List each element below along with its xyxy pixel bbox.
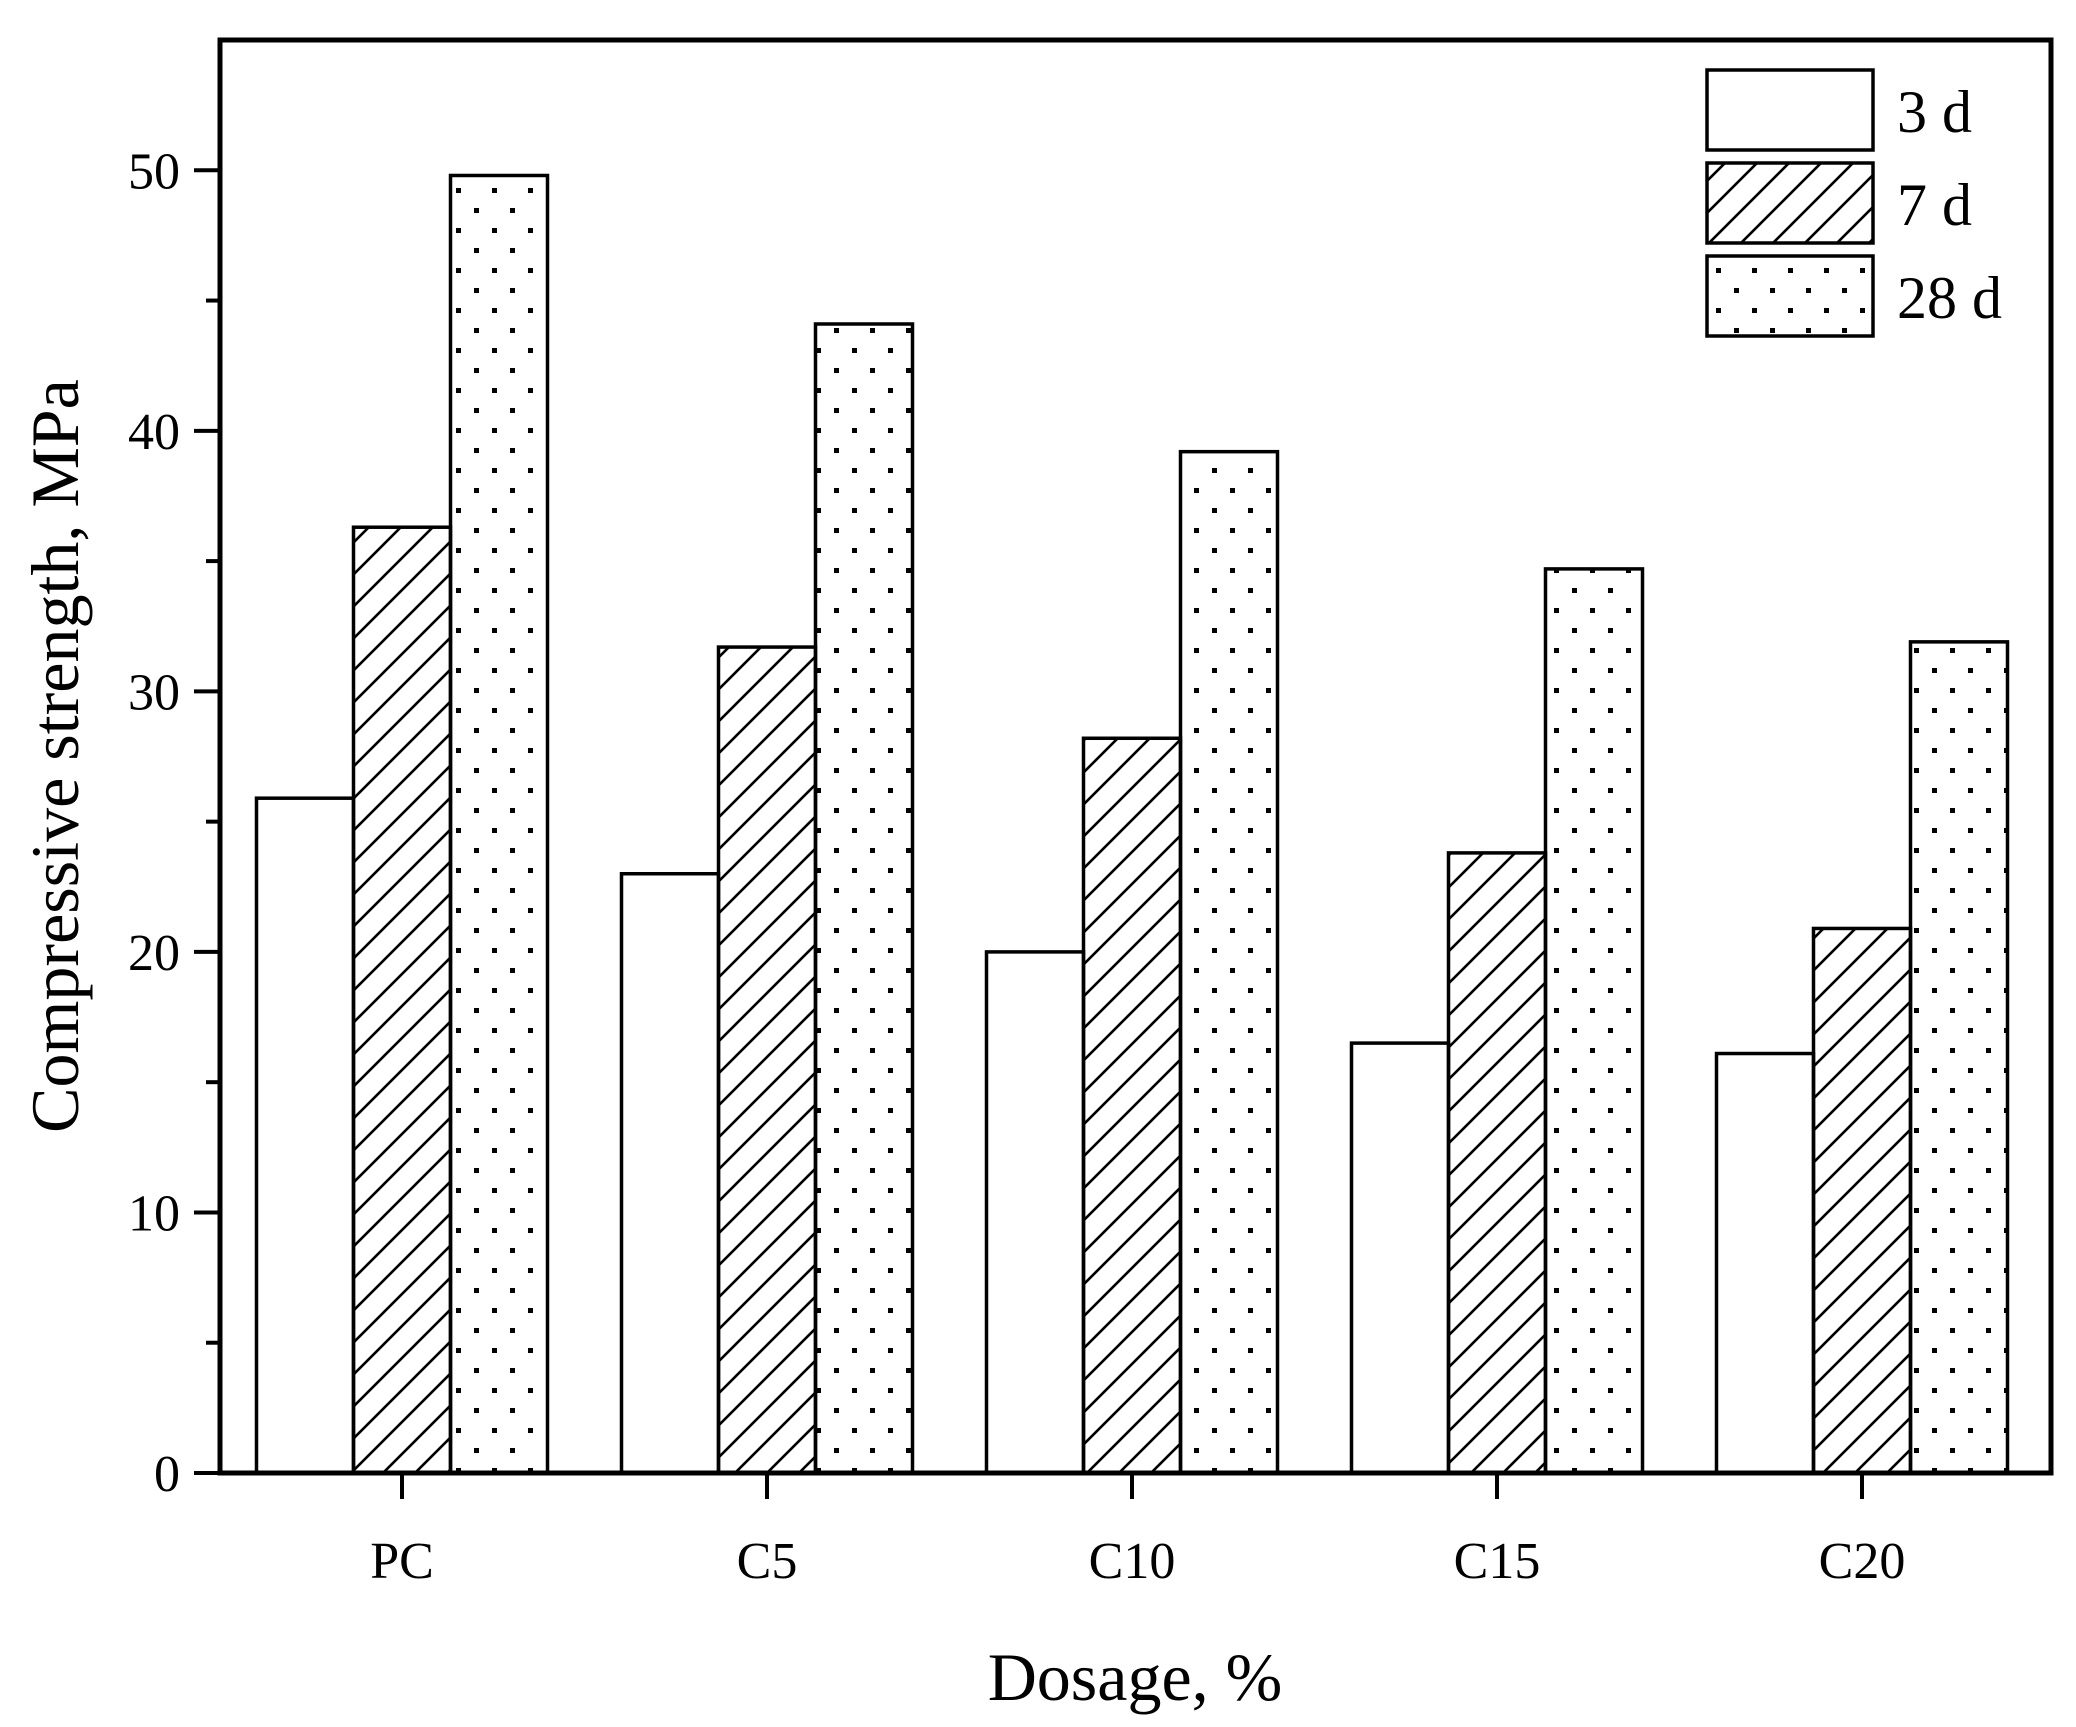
x-tick-label-c15: C15: [1454, 1533, 1541, 1590]
x-tick-label-pc: PC: [370, 1533, 434, 1590]
y-axis-title: Compressive strength, MPa: [17, 379, 93, 1133]
y-tick-label: 30: [128, 664, 180, 721]
legend-label-28d: 28 d: [1897, 265, 2002, 331]
x-axis: PC C5 C10 C15 C20: [370, 1473, 1905, 1590]
bar-c15-7d: [1446, 851, 1548, 1475]
bar-c10-3d: [984, 950, 1086, 1475]
legend-label-7d: 7 d: [1897, 172, 1972, 238]
bar-c20-7d: [1811, 926, 1913, 1475]
legend-swatch-28d: [1705, 254, 1875, 338]
x-axis-title: Dosage, %: [988, 1639, 1283, 1715]
y-tick-label: 10: [128, 1185, 180, 1242]
bars-group: [254, 173, 2010, 1475]
x-tick-label-c20: C20: [1819, 1533, 1906, 1590]
x-tick-label-c10: C10: [1089, 1533, 1176, 1590]
plot-frame: [217, 37, 2054, 1476]
legend-swatch-3d: [1705, 68, 1875, 152]
bar-c20-3d: [1714, 1051, 1816, 1475]
legend-swatch-7d: [1705, 161, 1875, 245]
y-axis: 0 10 20 30 40 50: [128, 143, 220, 1503]
bar-c20-28d: [1908, 640, 2010, 1475]
bar-pc-3d: [254, 796, 356, 1475]
bar-c10-7d: [1081, 736, 1183, 1475]
y-tick-label: 50: [128, 143, 180, 200]
y-tick-label: 20: [128, 925, 180, 982]
bar-c5-7d: [716, 645, 818, 1475]
bar-c5-28d: [813, 322, 915, 1475]
bar-pc-7d: [351, 525, 453, 1475]
bar-c10-28d: [1178, 449, 1280, 1475]
legend-label-3d: 3 d: [1897, 79, 1972, 145]
y-tick-label: 40: [128, 404, 180, 461]
bar-c5-3d: [619, 871, 721, 1475]
bar-c15-28d: [1543, 567, 1645, 1475]
bar-c15-3d: [1349, 1041, 1451, 1475]
y-tick-label: 0: [154, 1446, 180, 1503]
bar-pc-28d: [448, 173, 550, 1475]
x-tick-label-c5: C5: [737, 1533, 798, 1590]
legend: 3 d 7 d 28 d: [1705, 68, 2002, 338]
